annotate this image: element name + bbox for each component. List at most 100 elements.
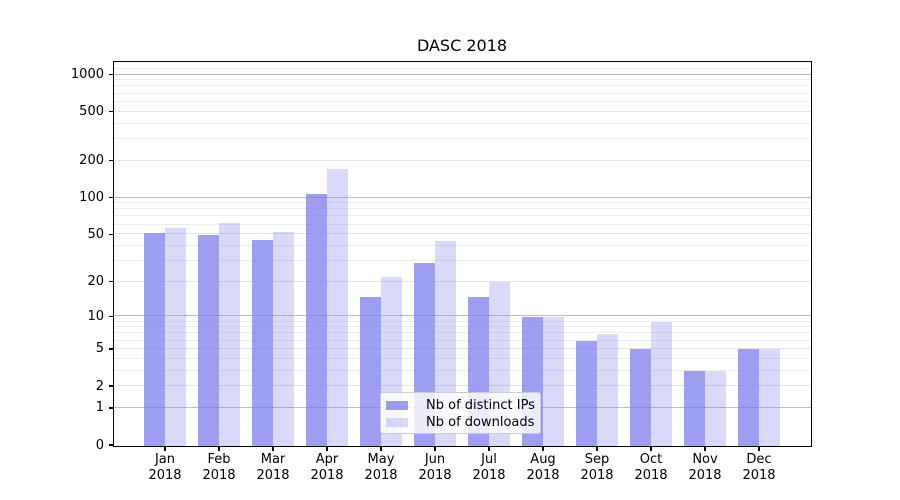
gridline-500 [113, 110, 811, 112]
x-tick-label-jan: Jan 2018 [135, 452, 195, 483]
gridline-30 [113, 259, 811, 261]
x-tick-month: Feb [207, 452, 231, 467]
gridline-6 [113, 339, 811, 341]
bar-jan-distinct-ips [143, 232, 165, 446]
x-tick-label-apr: Apr 2018 [297, 452, 357, 483]
x-tick-year: 2018 [256, 467, 290, 483]
y-tick-label-20: 20 [87, 274, 104, 290]
y-tick-mark-100 [108, 196, 113, 199]
chart-title: DASC 2018 [416, 36, 508, 55]
y-tick-label-1000: 1000 [70, 67, 104, 83]
legend-swatch-downloads [386, 418, 408, 427]
bar-sep-distinct-ips [575, 341, 597, 446]
x-tick-month: Nov [692, 452, 718, 467]
x-tick-year: 2018 [742, 467, 776, 483]
x-tick-month: Apr [315, 452, 339, 467]
x-tick-label-mar: Mar 2018 [243, 452, 303, 483]
bar-mar-downloads [272, 231, 294, 446]
x-tick-month: Jan [154, 452, 176, 467]
y-tick-mark-5 [108, 348, 113, 350]
y-tick-label-200: 200 [79, 153, 104, 169]
gridline-400 [113, 122, 811, 124]
y-tick-label-500: 500 [79, 104, 104, 120]
bar-may-distinct-ips [359, 296, 381, 446]
x-tick-year: 2018 [634, 467, 668, 483]
x-tick-year: 2018 [472, 467, 506, 483]
y-tick-mark-10 [108, 315, 113, 318]
bar-feb-downloads [218, 223, 240, 446]
x-tick-mark-sep [596, 446, 598, 451]
legend-label-distinct-ips: Nb of distinct IPs [426, 398, 535, 413]
x-tick-mark-aug [542, 446, 544, 451]
bar-dec-downloads [758, 349, 780, 446]
bar-nov-downloads [704, 371, 726, 446]
bar-apr-distinct-ips [305, 194, 327, 446]
x-tick-mark-apr [326, 446, 328, 451]
legend: Nb of distinct IPs Nb of downloads [380, 392, 541, 434]
x-tick-label-oct: Oct 2018 [621, 452, 681, 483]
gridline-10 [113, 315, 811, 317]
gridline-3 [113, 369, 811, 371]
gridline-60 [113, 223, 811, 225]
gridline-80 [113, 208, 811, 210]
gridline-9 [113, 320, 811, 322]
gridline-4 [113, 357, 811, 359]
bar-nov-distinct-ips [683, 371, 705, 446]
bar-feb-distinct-ips [197, 234, 219, 446]
x-tick-month: Aug [530, 452, 556, 467]
y-tick-mark-20 [108, 281, 113, 283]
legend-item-distinct-ips: Nb of distinct IPs [386, 397, 535, 414]
gridline-70 [113, 215, 811, 217]
x-tick-label-sep: Sep 2018 [567, 452, 627, 483]
y-tick-label-50: 50 [87, 226, 104, 242]
x-tick-year: 2018 [310, 467, 344, 483]
x-tick-year: 2018 [526, 467, 560, 483]
y-tick-label-0: 0 [95, 437, 104, 453]
y-tick-mark-2 [108, 385, 113, 387]
bar-apr-downloads [326, 169, 348, 446]
bar-aug-downloads [542, 316, 564, 446]
x-tick-month: Jun [424, 452, 446, 467]
plot-inner [113, 62, 811, 446]
x-tick-mark-jul [488, 446, 490, 451]
y-tick-mark-200 [108, 160, 113, 162]
gridline-800 [113, 85, 811, 87]
plot-area [112, 60, 812, 447]
gridline-20 [113, 280, 811, 282]
bar-oct-downloads [650, 322, 672, 446]
x-tick-year: 2018 [418, 467, 452, 483]
gridline-50 [113, 233, 811, 235]
y-tick-mark-0 [108, 444, 113, 446]
gridline-200 [113, 159, 811, 161]
gridline-1100 [113, 68, 811, 70]
y-tick-label-1: 1 [95, 400, 104, 416]
bar-oct-distinct-ips [629, 349, 651, 446]
y-tick-mark-50 [108, 233, 113, 235]
y-tick-mark-1 [108, 407, 113, 409]
x-tick-mark-feb [218, 446, 220, 451]
x-tick-year: 2018 [580, 467, 614, 483]
bar-jan-downloads [164, 227, 186, 446]
x-tick-label-jun: Jun 2018 [405, 452, 465, 483]
gridline-100 [113, 196, 811, 198]
gridline-40 [113, 244, 811, 246]
x-tick-mark-jun [434, 446, 436, 451]
legend-swatch-distinct-ips [386, 401, 408, 410]
bar-sep-downloads [596, 334, 618, 446]
gridline-2 [113, 385, 811, 387]
x-tick-label-may: May 2018 [351, 452, 411, 483]
x-tick-mark-dec [758, 446, 760, 451]
gridline-7 [113, 332, 811, 334]
legend-item-downloads: Nb of downloads [386, 414, 534, 431]
y-tick-label-10: 10 [87, 308, 104, 324]
gridline-900 [113, 79, 811, 81]
legend-label-downloads: Nb of downloads [426, 415, 535, 430]
x-tick-label-dec: Dec 2018 [729, 452, 789, 483]
x-tick-month: Jul [481, 452, 497, 467]
x-tick-label-feb: Feb 2018 [189, 452, 249, 483]
bar-mar-distinct-ips [251, 240, 273, 446]
x-tick-month: Sep [584, 452, 610, 467]
x-tick-label-aug: Aug 2018 [513, 452, 573, 483]
x-tick-year: 2018 [688, 467, 722, 483]
